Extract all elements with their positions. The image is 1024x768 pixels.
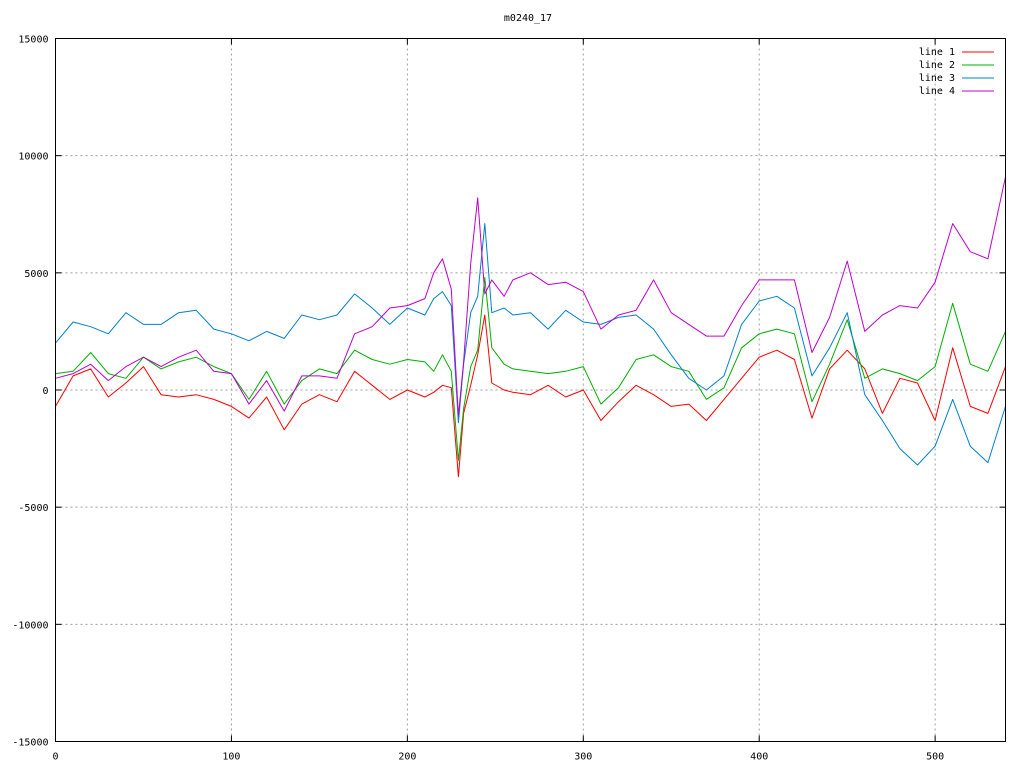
y-tick-label: 15000 — [18, 35, 48, 46]
y-tick-label: -5000 — [18, 503, 48, 514]
chart-title: m0240_17 — [504, 13, 552, 24]
series-line-4 — [55, 176, 1006, 417]
legend-label: line 3 — [919, 73, 955, 84]
legend: line 1 line 2 line 3 line 4 — [919, 47, 994, 97]
legend-label: line 2 — [919, 60, 955, 71]
y-tick-label: -10000 — [12, 620, 48, 631]
legend-label: line 4 — [919, 86, 955, 97]
x-tick-label: 300 — [574, 752, 592, 763]
series-line-3 — [55, 223, 1006, 466]
series-line-2 — [55, 277, 1006, 461]
y-axis: -15000 -10000 -5000 0 5000 10000 15000 — [12, 35, 1006, 749]
series-line-1 — [55, 314, 1006, 478]
x-tick-label: 200 — [398, 752, 416, 763]
x-tick-label: 400 — [750, 752, 768, 763]
series-group — [55, 176, 1006, 478]
x-tick-label: 100 — [222, 752, 240, 763]
x-tick-label: 500 — [926, 752, 944, 763]
y-tick-label: 5000 — [24, 269, 48, 280]
x-axis: 0 100 200 300 400 500 — [52, 38, 944, 763]
y-tick-label: 0 — [42, 386, 48, 397]
legend-label: line 1 — [919, 47, 955, 58]
x-tick-label: 0 — [52, 752, 58, 763]
y-tick-label: -15000 — [12, 738, 48, 749]
y-tick-label: 10000 — [18, 152, 48, 163]
grid — [55, 38, 1006, 742]
